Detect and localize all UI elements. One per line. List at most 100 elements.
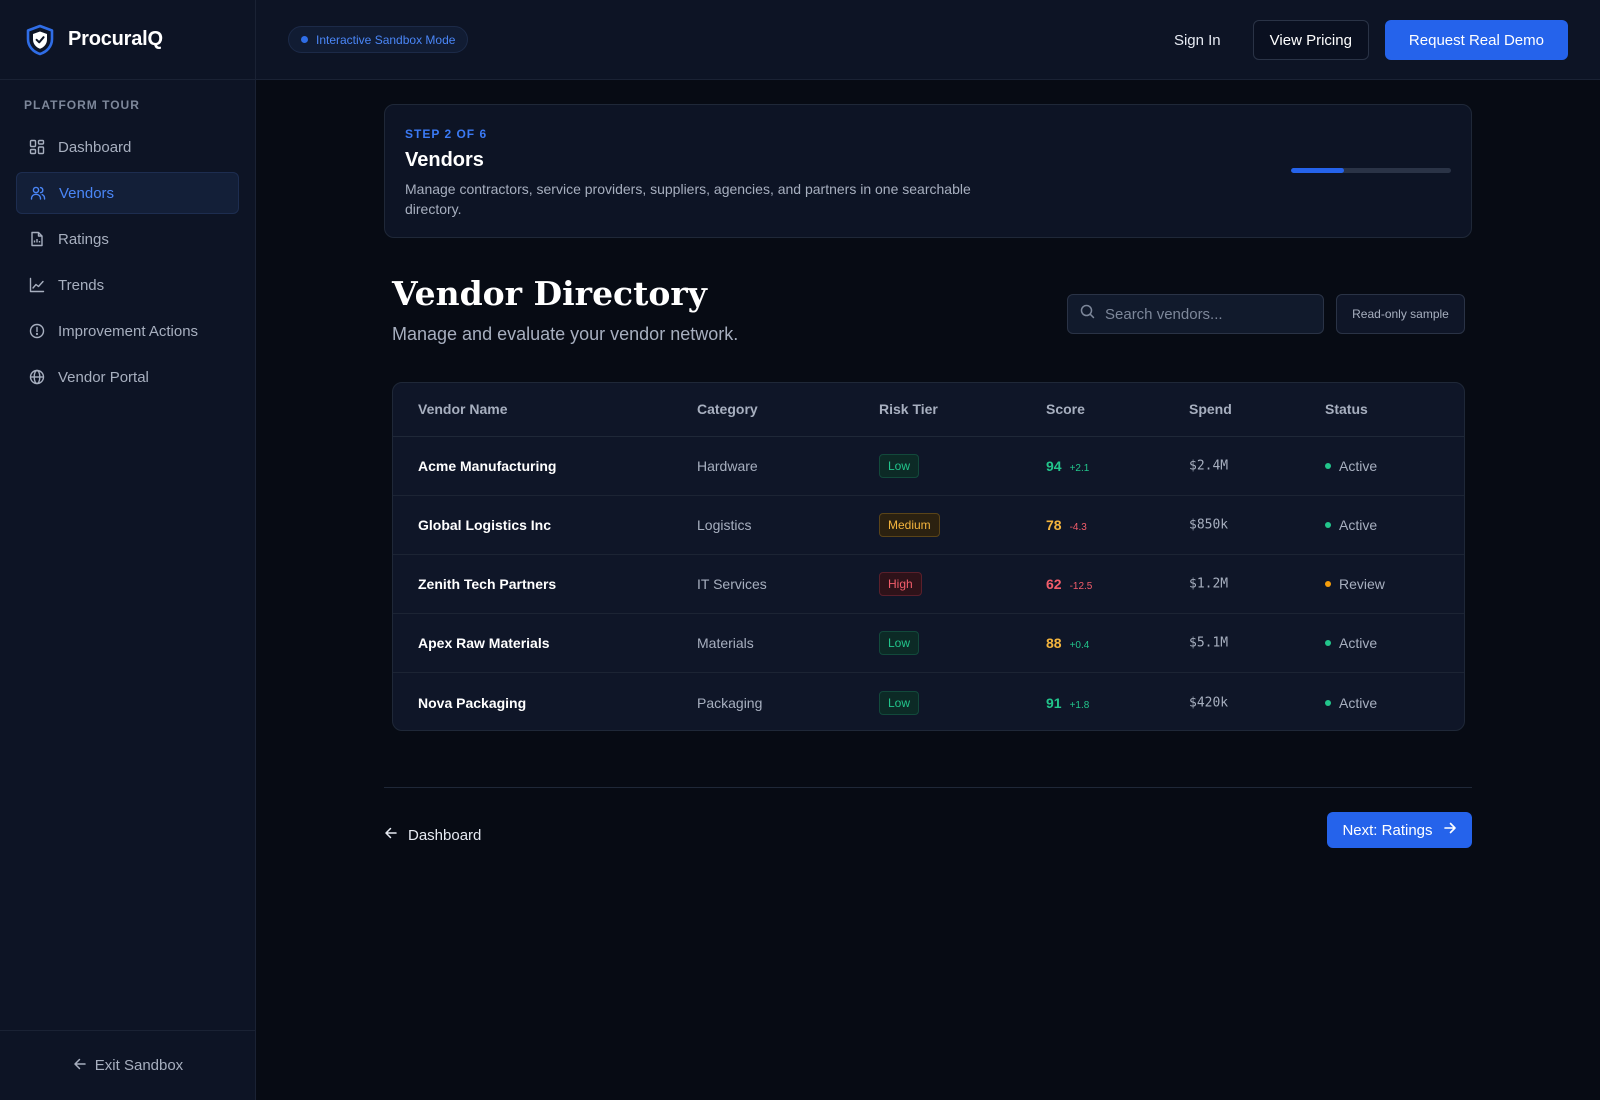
sandbox-mode-label: Interactive Sandbox Mode [316,32,456,47]
step-title: Vendors [405,149,484,171]
status-label: Review [1339,576,1385,592]
sidebar-item-trends[interactable]: Trends [16,264,239,306]
step-progress-bar [1291,168,1451,173]
app-name: ProcuralQ [68,28,163,50]
sandbox-mode-badge: Interactive Sandbox Mode [288,26,469,53]
status-dot-icon [1325,463,1331,469]
risk-tier-cell: Medium [879,513,940,537]
category-cell: IT Services [697,576,767,592]
column-header-status[interactable]: Status [1325,401,1368,417]
score-value: 78 [1046,517,1062,533]
category-cell: Packaging [697,694,763,711]
search-box[interactable] [1067,294,1324,334]
sidebar-item-dashboard[interactable]: Dashboard [16,126,239,168]
category-cell: Materials [697,635,754,651]
vendor-table: Vendor Name Category Risk Tier Score Spe… [392,382,1465,731]
risk-badge: Low [879,631,920,655]
sidebar-item-ratings[interactable]: Ratings [16,218,239,260]
risk-badge: Low [879,690,920,715]
score-delta: +1.8 [1069,699,1090,711]
grid-icon [28,138,46,156]
sidebar-item-label: Vendors [59,184,115,202]
score-value: 94 [1046,458,1062,474]
back-dashboard-link[interactable]: Dashboard [384,817,481,853]
risk-tier-cell: Low [879,454,920,478]
vendor-name-cell[interactable]: Apex Raw Materials [418,635,550,651]
status-dot-icon [1325,699,1331,706]
sidebar: ProcuralQ PLATFORM TOUR Dashboard Vendor… [0,0,256,1100]
tour-step-card: STEP 2 OF 6 Vendors Manage contractors, … [384,104,1472,238]
sidebar-item-label: Improvement Actions [58,322,199,340]
table-row[interactable]: Apex Raw Materials Materials Low 88 +0.4 $5.1… [393,614,1464,673]
sidebar-item-label: Dashboard [58,138,132,156]
score-value: 88 [1046,635,1062,651]
back-link-label: Dashboard [408,826,482,844]
score-cell: 94 +2.1 [1046,458,1089,474]
exit-sandbox-label: Exit Sandbox [94,1057,184,1074]
shield-logo-icon [24,24,56,56]
status-dot-icon [1325,640,1331,646]
arrow-left-icon [73,1057,87,1075]
sidebar-item-vendors[interactable]: Vendors [16,172,239,214]
score-cell: 62 -12.5 [1046,576,1092,592]
status-cell: Active [1325,517,1377,533]
table-row[interactable]: Global Logistics Inc Logistics Medium 78 -4.… [393,496,1464,555]
search-input[interactable] [1105,305,1305,323]
status-cell: Review [1325,576,1385,592]
risk-tier-cell: Low [879,690,920,715]
spend-cell: $2.4M [1189,458,1229,474]
sign-in-button[interactable]: Sign In [1173,31,1221,49]
vendor-name-cell[interactable]: Nova Packaging [418,694,527,711]
sidebar-item-label: Ratings [58,230,109,248]
status-dot-icon [1325,581,1331,587]
status-label: Active [1339,458,1378,474]
vendor-name-cell[interactable]: Zenith Tech Partners [418,576,557,592]
category-cell: Hardware [697,458,758,474]
divider [384,787,1472,788]
score-cell: 88 +0.4 [1046,635,1089,651]
exit-sandbox-button[interactable]: Exit Sandbox [0,1030,256,1100]
sidebar-nav: Dashboard Vendors Ratings Trends Improve… [0,126,255,398]
view-pricing-button[interactable]: View Pricing [1252,20,1369,60]
risk-badge: High [879,572,922,596]
vendor-name-cell[interactable]: Global Logistics Inc [418,517,552,533]
column-header-score[interactable]: Score [1046,401,1085,417]
sidebar-item-improvement-actions[interactable]: Improvement Actions [16,310,239,352]
arrow-right-icon [1443,821,1457,839]
status-dot-icon [1325,522,1331,528]
column-header-risk-tier[interactable]: Risk Tier [879,401,938,417]
spend-cell: $850k [1189,517,1229,533]
column-header-spend[interactable]: Spend [1189,401,1232,417]
sidebar-item-vendor-portal[interactable]: Vendor Portal [16,356,239,398]
status-label: Active [1339,635,1378,651]
status-cell: Active [1325,635,1377,651]
status-cell: Active [1325,458,1377,474]
request-demo-button[interactable]: Request Real Demo [1384,20,1568,60]
brand[interactable]: ProcuralQ [0,0,255,80]
topbar: Interactive Sandbox Mode Sign In View Pr… [256,0,1600,80]
score-value: 91 [1046,694,1062,711]
globe-icon [28,368,46,386]
column-header-vendor-name[interactable]: Vendor Name [418,401,508,417]
score-delta: +0.4 [1069,640,1090,651]
top-actions: Sign In View Pricing Request Real Demo [1158,20,1568,60]
status-label: Active [1339,694,1378,711]
step-progress-fill [1291,168,1345,173]
status-label: Active [1339,517,1378,533]
next-ratings-button[interactable]: Next: Ratings [1327,812,1472,848]
column-header-category[interactable]: Category [697,401,758,417]
table-row[interactable]: Acme Manufacturing Hardware Low 94 +2.1 $2.4M… [393,437,1464,496]
table-row[interactable]: Nova Packaging Packaging Low 91 +1.8 $420k Act… [393,673,1464,730]
score-delta: -12.5 [1069,581,1093,592]
table-header: Vendor Name Category Risk Tier Score Spe… [393,383,1464,437]
page-title: Vendor Directory [392,274,707,313]
status-cell: Active [1325,695,1377,711]
sidebar-item-label: Vendor Portal [58,368,149,386]
read-only-badge: Read-only sample [1336,294,1465,334]
vendor-name-cell[interactable]: Acme Manufacturing [418,458,557,474]
status-dot-icon [301,36,308,43]
table-row[interactable]: Zenith Tech Partners IT Services High 62 -12… [393,555,1464,614]
risk-badge: Low [879,454,920,478]
arrow-left-icon [384,826,398,844]
users-icon [29,184,47,202]
